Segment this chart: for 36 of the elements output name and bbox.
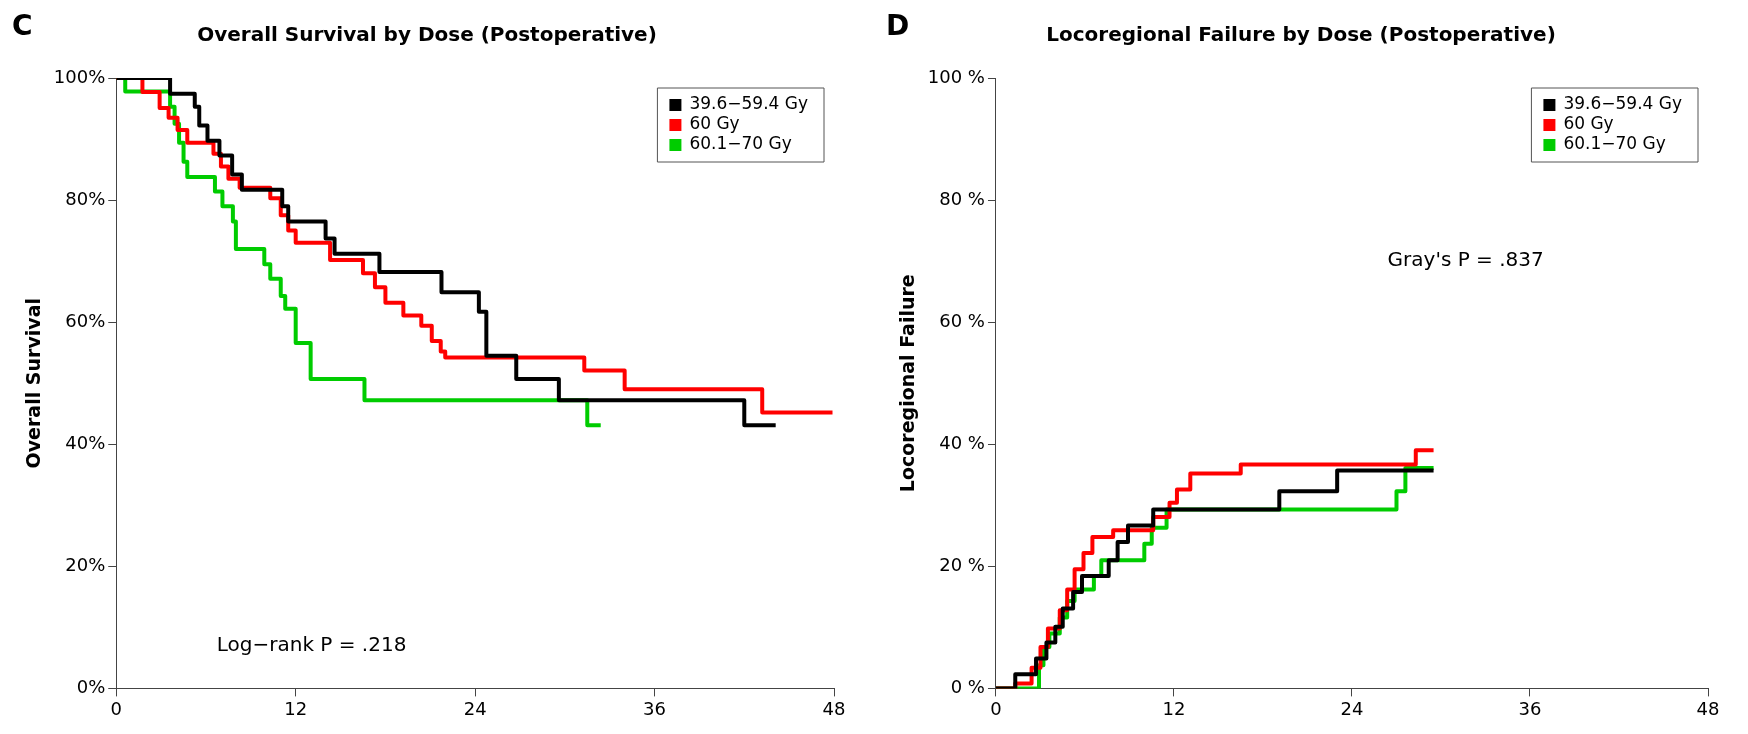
y-axis-title: Locoregional Failure [896, 274, 919, 493]
annotation: Log−rank P = .218 [216, 631, 407, 656]
annotation: Gray's P = .837 [1387, 247, 1544, 272]
x-tick-label: 0 [110, 697, 122, 719]
chart-title: Overall Survival by Dose (Postoperative) [197, 22, 657, 47]
x-tick-label: 12 [1162, 697, 1186, 719]
y-tick-label: 60% [65, 309, 106, 331]
y-tick-label: 0% [76, 676, 106, 698]
x-tick-label: 48 [1696, 697, 1720, 719]
y-axis-title: Overall Survival [22, 297, 45, 469]
legend-label: 60 Gy [1563, 113, 1614, 134]
y-tick-label: 20% [65, 553, 106, 575]
y-tick-label: 100% [53, 65, 106, 87]
x-tick-label: 24 [463, 697, 487, 719]
y-tick-label: 40% [65, 431, 106, 453]
legend-label: 39.6−59.4 Gy [1563, 93, 1683, 114]
x-tick-label: 12 [284, 697, 308, 719]
text: C [12, 9, 33, 43]
legend-label: 60.1−70 Gy [689, 133, 792, 154]
chart-title: Locoregional Failure by Dose (Postoperative) [1046, 22, 1556, 47]
x-tick-label: 48 [822, 697, 846, 719]
y-tick-label: 0 % [950, 676, 985, 698]
legend-label: 39.6−59.4 Gy [689, 93, 809, 114]
x-tick-label: 0 [990, 697, 1002, 719]
text: D [886, 9, 910, 43]
x-tick-label: 24 [1340, 697, 1364, 719]
y-tick-label: 80% [65, 187, 106, 209]
y-tick-label: 20 % [939, 553, 985, 575]
legend-label: 60 Gy [689, 113, 740, 134]
y-tick-label: 60 % [939, 309, 985, 331]
legend-label: 60.1−70 Gy [1563, 133, 1666, 154]
y-tick-label: 40 % [939, 431, 985, 453]
x-tick-label: 36 [1518, 697, 1542, 719]
y-tick-label: 100 % [927, 65, 985, 87]
x-tick-label: 36 [643, 697, 667, 719]
y-tick-label: 80 % [939, 187, 985, 209]
